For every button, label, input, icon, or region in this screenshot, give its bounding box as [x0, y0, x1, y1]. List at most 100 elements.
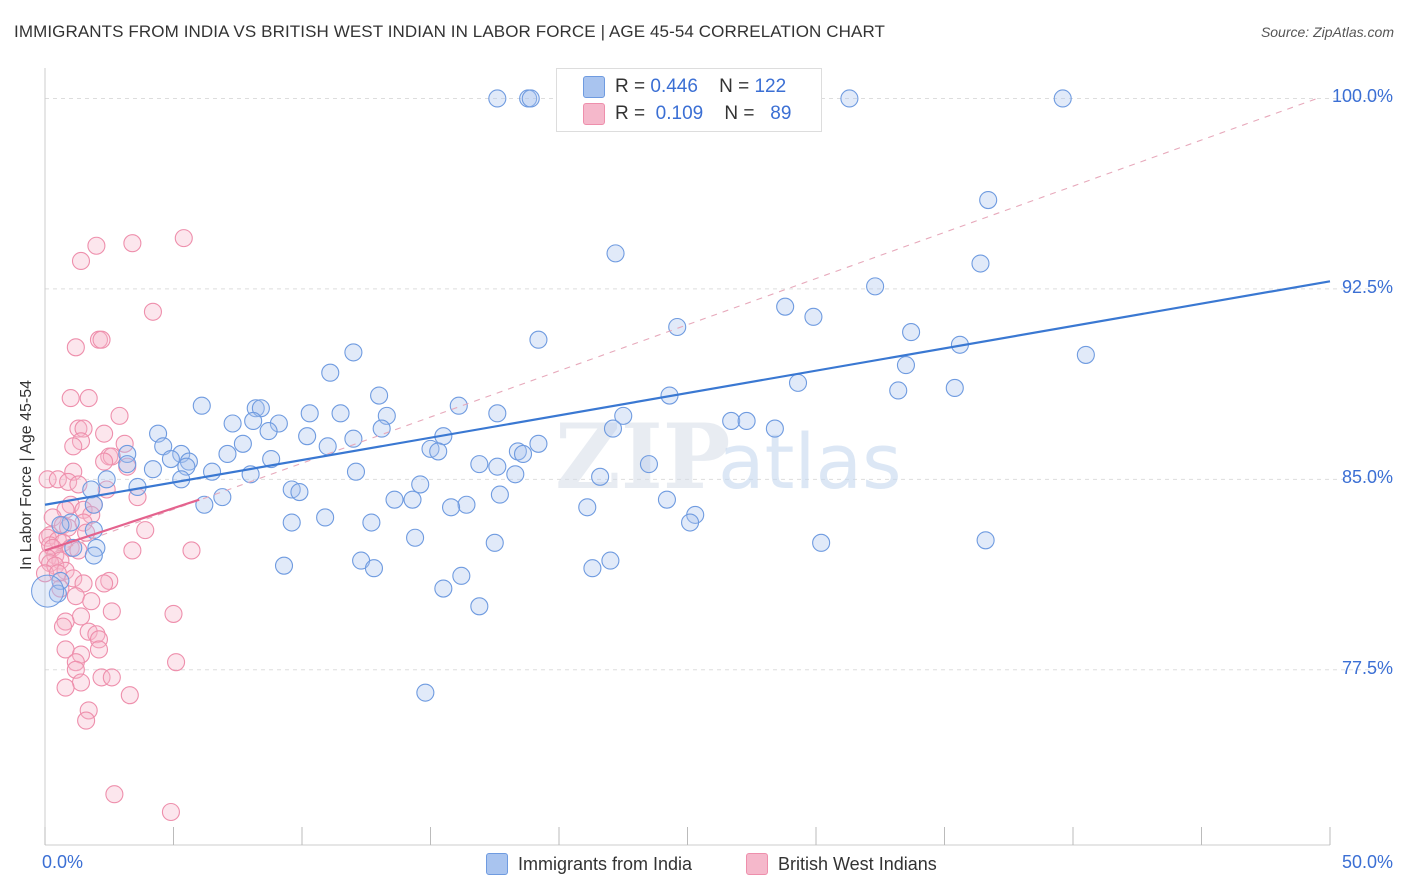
data-point-bwi: [79, 389, 98, 408]
legend-label-india: Immigrants from India: [518, 853, 693, 874]
data-point-india: [364, 559, 384, 578]
data-point-bwi: [95, 424, 114, 443]
data-point-bwi: [110, 406, 129, 425]
data-point-india: [179, 452, 198, 471]
data-point-india: [118, 455, 137, 474]
data-point-india: [591, 467, 610, 486]
data-point-india: [506, 465, 525, 484]
trend-line-india: [44, 280, 1331, 506]
data-point-india: [223, 414, 242, 433]
data-point-india: [434, 579, 453, 598]
legend-item-bwi[interactable]: British West Indians: [746, 852, 937, 876]
x-tick-label: 50.0%: [1341, 852, 1393, 872]
data-point-india: [812, 533, 831, 552]
data-point-india: [331, 404, 350, 423]
data-point-bwi: [161, 802, 180, 822]
data-point-bwi: [53, 617, 73, 636]
data-point-india: [804, 307, 823, 326]
data-point-india: [513, 444, 533, 464]
data-point-india: [321, 363, 340, 382]
data-point-bwi: [43, 508, 62, 527]
data-point-india: [344, 343, 363, 362]
data-point-bwi: [48, 470, 67, 489]
data-point-bwi: [123, 541, 142, 560]
data-point-india: [508, 442, 527, 461]
data-point-india: [470, 455, 489, 474]
data-point-india: [639, 455, 659, 474]
data-point-bwi: [77, 711, 96, 730]
x-tick-label: 0.0%: [42, 852, 84, 872]
data-point-india: [737, 411, 756, 431]
data-point-bwi: [56, 678, 75, 697]
data-point-india: [416, 683, 435, 702]
diagonal-reference-line: [44, 97, 1318, 557]
data-point-india: [1053, 89, 1072, 108]
data-point-india: [403, 490, 422, 509]
british-west-indians-points: [35, 229, 201, 822]
r-value-bwi: 0.109: [655, 103, 704, 124]
data-point-india: [269, 414, 288, 433]
data-point-india: [765, 419, 784, 438]
data-point-bwi: [105, 785, 124, 804]
data-point-bwi: [66, 653, 85, 672]
data-point-india: [488, 89, 507, 108]
data-point-india: [452, 566, 471, 585]
data-point-india: [370, 386, 389, 405]
y-tick-label: 92.5%: [1341, 276, 1393, 297]
data-point-india: [118, 444, 137, 464]
data-point-india: [902, 323, 921, 342]
data-point-bwi: [89, 640, 109, 659]
data-point-india: [300, 404, 319, 423]
data-point-india: [449, 396, 468, 415]
data-point-bwi: [71, 607, 91, 626]
data-point-india: [529, 330, 548, 349]
data-point-india: [971, 254, 990, 273]
data-point-india: [668, 317, 687, 337]
data-point-bwi: [66, 338, 85, 357]
data-point-india: [262, 449, 281, 469]
data-point-india: [244, 411, 263, 431]
data-point-india: [298, 427, 317, 446]
data-point-bwi: [123, 234, 142, 253]
data-point-bwi: [174, 229, 193, 248]
data-point-bwi: [136, 521, 155, 540]
data-point-india: [346, 462, 366, 481]
y-tick-label: 85.0%: [1341, 467, 1393, 488]
data-point-india: [84, 495, 103, 514]
data-point-india: [485, 533, 504, 552]
y-axis-label: In Labor Force | Age 45-54: [18, 379, 35, 570]
immigrants-from-india-points: [31, 89, 1095, 702]
data-point-india: [866, 277, 885, 296]
data-point-india: [840, 89, 859, 108]
data-point-bwi: [102, 602, 121, 621]
legend-item-india[interactable]: Immigrants from India: [486, 852, 692, 876]
n-value-india: 122: [754, 76, 787, 97]
data-point-india: [161, 449, 180, 469]
data-point-bwi: [92, 668, 111, 687]
data-point-india: [470, 597, 489, 616]
data-point-bwi: [61, 389, 80, 408]
y-tick-label: 77.5%: [1341, 657, 1393, 678]
trend-lines: [44, 97, 1331, 557]
data-point-india: [657, 490, 676, 509]
data-point-india: [290, 482, 309, 502]
data-point-india: [776, 297, 795, 316]
data-point-india: [681, 513, 700, 532]
data-point-india: [192, 396, 211, 415]
blue-swatch-icon: [486, 853, 508, 875]
data-point-bwi: [120, 686, 139, 705]
data-point-bwi: [95, 452, 114, 471]
data-point-bwi: [56, 612, 75, 631]
data-point-india: [316, 508, 335, 527]
data-point-india: [488, 457, 507, 476]
n-label: N =: [719, 76, 750, 97]
data-point-bwi: [182, 541, 201, 560]
data-point-india: [84, 546, 103, 565]
data-point-india: [896, 356, 916, 375]
data-point-india: [429, 442, 448, 461]
data-point-india: [788, 373, 808, 392]
trend-line-bwi: [44, 498, 200, 552]
data-point-india: [259, 422, 278, 441]
data-point-bwi: [71, 251, 91, 271]
